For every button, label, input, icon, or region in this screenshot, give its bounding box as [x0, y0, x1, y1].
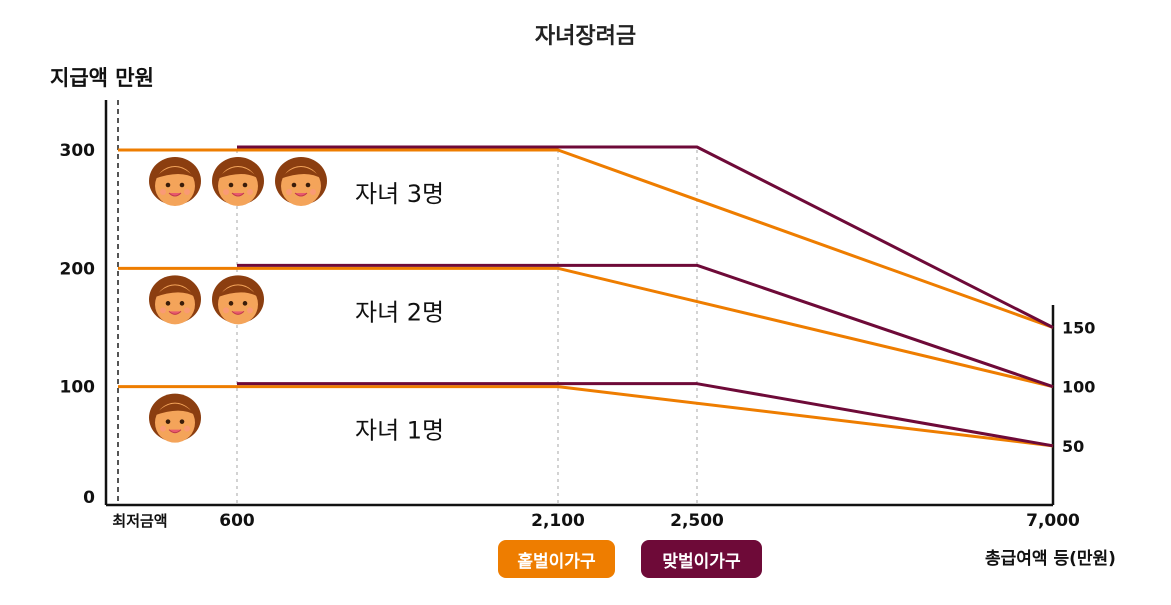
cheek — [184, 189, 190, 195]
y-tick-label: 0 — [83, 488, 95, 508]
y-right-tick-label: 150 — [1062, 319, 1095, 338]
cheek — [310, 189, 316, 195]
cheek — [160, 189, 166, 195]
y-right-tick-label: 100 — [1062, 378, 1095, 397]
x-tick-label: 7,000 — [1026, 511, 1080, 531]
series-line-dual-3 — [237, 145, 1054, 329]
x-tick-label: 최저금액 — [112, 512, 167, 530]
eye — [242, 301, 248, 306]
eye — [228, 301, 234, 306]
mouth — [168, 429, 182, 434]
series-line-single-3 — [118, 148, 1054, 329]
cheek — [184, 307, 190, 314]
cheek — [160, 307, 166, 314]
bangs — [154, 285, 196, 298]
eye — [179, 182, 185, 188]
cheek — [223, 307, 229, 314]
face — [281, 166, 321, 206]
series-line-dual-1 — [237, 382, 1054, 448]
x-tick-label: 600 — [219, 511, 255, 531]
cheek — [160, 425, 166, 432]
face — [218, 166, 258, 206]
y-right-tick-label: 50 — [1062, 437, 1084, 456]
y-axis-label: 지급액 만원 — [50, 66, 154, 90]
eye — [291, 182, 297, 188]
legend-dual-earner: 맞벌이가구 — [641, 540, 762, 578]
child-face-icon — [212, 275, 264, 325]
eye — [165, 301, 171, 306]
chart-title: 자녀장려금 — [534, 24, 637, 49]
mouth — [168, 192, 182, 197]
bangs — [217, 167, 259, 179]
cheek — [286, 189, 292, 195]
y-tick-label: 100 — [60, 378, 96, 398]
x-tick-label: 2,500 — [670, 511, 724, 531]
bangs — [217, 285, 259, 298]
child-face-icon — [275, 157, 327, 206]
mouth — [231, 192, 245, 197]
child-face-icon — [212, 157, 264, 206]
eye — [179, 301, 185, 306]
child-face-icon — [149, 157, 201, 206]
mouth — [168, 310, 182, 315]
series-line-dual-2 — [237, 263, 1054, 389]
bangs — [280, 167, 322, 179]
bangs — [154, 167, 196, 179]
x-tick-label: 2,100 — [531, 511, 585, 531]
eye — [228, 182, 234, 188]
eye — [165, 419, 171, 424]
eye — [305, 182, 311, 188]
eye — [242, 182, 248, 188]
face — [155, 402, 195, 443]
face — [218, 284, 258, 325]
cheek — [223, 189, 229, 195]
cheek — [184, 425, 190, 432]
group-label: 자녀 3명 — [355, 180, 444, 208]
cheek — [247, 307, 253, 314]
y-tick-label: 300 — [60, 141, 96, 161]
bangs — [154, 403, 196, 416]
face — [155, 284, 195, 325]
face — [155, 166, 195, 206]
group-label: 자녀 1명 — [355, 417, 444, 445]
series-line-single-2 — [118, 266, 1054, 389]
legend-single-earner: 홑벌이가구 — [498, 540, 615, 578]
group-label: 자녀 2명 — [355, 298, 444, 326]
child-face-icon — [149, 393, 201, 443]
mouth — [231, 310, 245, 315]
mouth — [294, 192, 308, 197]
cheek — [247, 189, 253, 195]
child-face-icon — [149, 275, 201, 325]
eye — [179, 419, 185, 424]
x-axis-label: 총급여액 등(만원) — [985, 549, 1116, 569]
y-tick-label: 200 — [60, 259, 96, 279]
series-line-single-1 — [118, 385, 1054, 448]
eye — [165, 182, 171, 188]
